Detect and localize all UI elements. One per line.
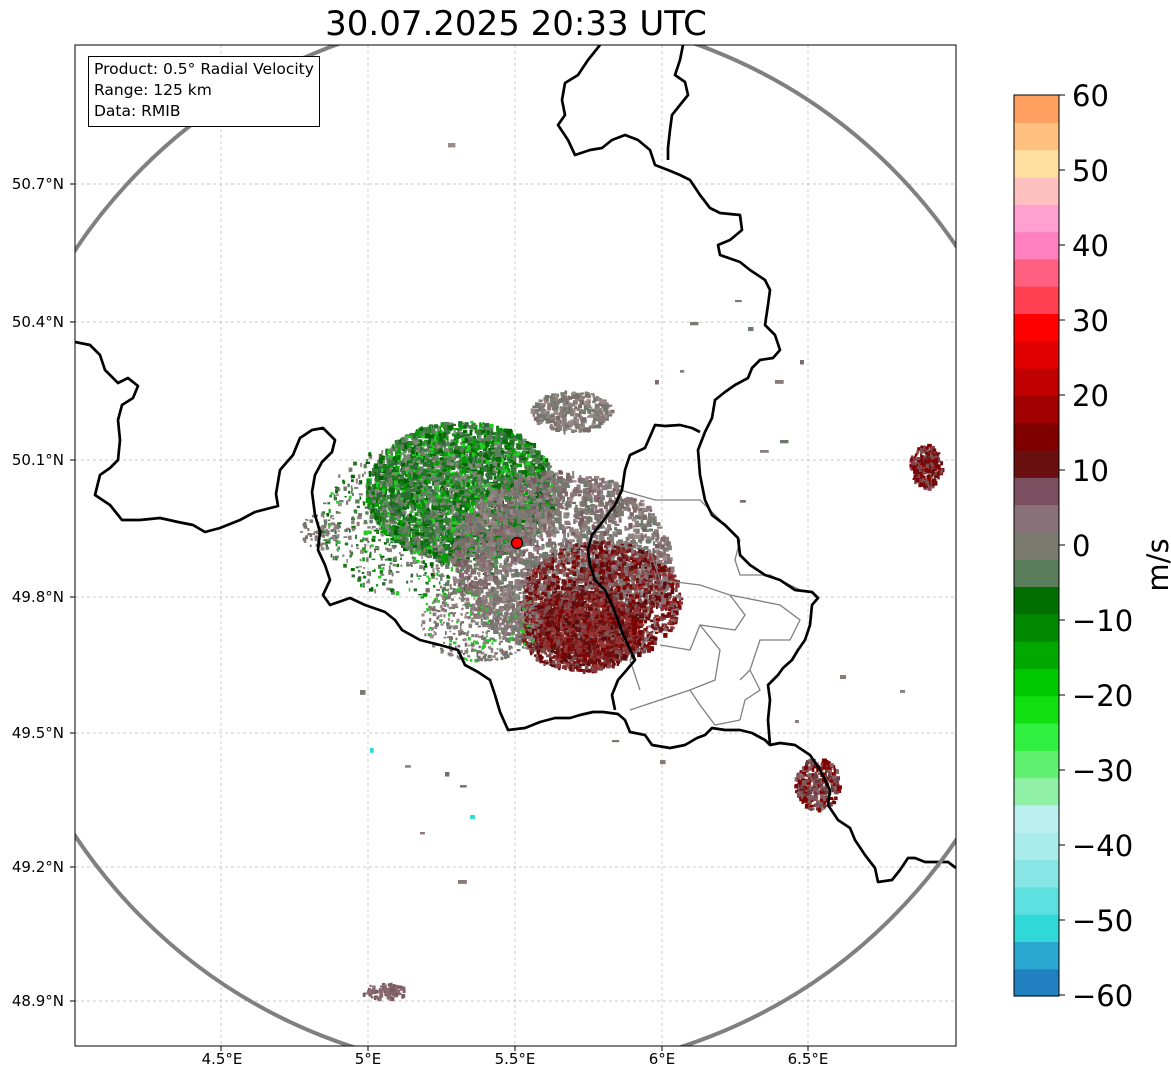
echo-cluster [362,982,406,1002]
lat-tick-label: 50.4°N [11,313,64,331]
lon-tick-label: 4.5°E [201,1050,243,1068]
info-product: Product: 0.5° Radial Velocity [94,60,314,78]
colorbar-tick-label: −40 [1072,829,1134,863]
product-info-box: Product: 0.5° Radial Velocity Range: 125… [88,56,320,127]
echo-scatter [360,143,906,884]
national-borders [75,45,956,884]
lon-tick-label: 5°E [354,1050,382,1068]
colorbar-tick-label: −20 [1072,679,1134,713]
colorbar-tick-label: 0 [1072,529,1091,563]
echo-cluster [794,758,842,813]
colorbar-tick-label: 10 [1072,454,1109,488]
echo-cluster [909,443,945,491]
lat-tick-label: 49.5°N [11,724,64,742]
velocity-echoes [300,143,945,1002]
lon-tick-label: 6.5°E [787,1050,829,1068]
lat-tick-label: 49.8°N [11,588,64,606]
lat-tick-label: 50.1°N [11,451,64,469]
lon-tick-label: 5.5°E [494,1050,536,1068]
lat-tick-label: 48.9°N [11,992,64,1010]
echo-cluster [530,390,615,435]
colorbar-tick-label: 40 [1072,229,1109,263]
echo-cluster [420,582,544,663]
colorbar-unit-label: m/s [1141,538,1171,592]
info-range: Range: 125 km [94,81,212,99]
colorbar-tick-label: 30 [1072,304,1109,338]
lat-tick-label: 50.7°N [11,175,64,193]
colorbar-tick-label: −30 [1072,754,1134,788]
colorbar-tick-label: −10 [1072,604,1134,638]
lat-tick-label: 49.2°N [11,858,64,876]
axis-ticks [70,183,809,1051]
colorbar-tick-label: −50 [1072,904,1134,938]
info-source: Data: RMIB [94,102,181,120]
colorbar-tick-label: 20 [1072,379,1109,413]
colorbar-tick-label: 60 [1072,79,1109,113]
colorbar-tick-label: −60 [1072,979,1134,1013]
radar-site-marker[interactable] [510,536,524,550]
map-title: 30.07.2025 20:33 UTC [325,4,707,44]
echo-cluster [521,590,645,674]
province-boundaries [599,489,801,726]
lon-tick-label: 6°E [648,1050,676,1068]
colorbar-tick-label: 50 [1072,154,1109,188]
